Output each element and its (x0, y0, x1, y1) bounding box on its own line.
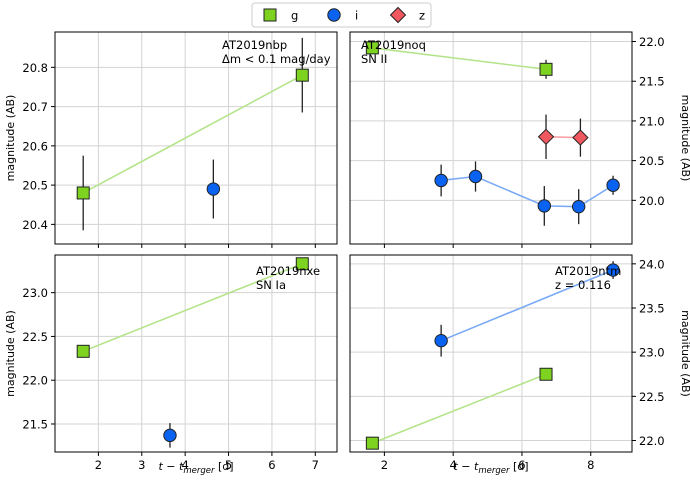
y-axis-label: magnitude (AB) (679, 310, 690, 397)
point-g-1 (539, 367, 553, 381)
y-axis-label: magnitude (AB) (4, 310, 17, 397)
point-z-0 (537, 128, 555, 146)
axes-frame (54, 31, 338, 245)
ytick-label: 21.5 (22, 417, 48, 431)
point-g-1 (295, 257, 309, 271)
legend-marker-z (389, 6, 407, 24)
series-line-i (440, 269, 614, 342)
point-i-2 (537, 199, 552, 213)
series-line-i (441, 175, 614, 208)
point-g-0 (76, 186, 90, 200)
point-g-1 (539, 62, 553, 76)
ytick-label: 23.0 (22, 286, 48, 300)
point-g-0 (76, 344, 90, 358)
point-g-0 (365, 41, 379, 55)
ytick-label: 23.0 (639, 346, 665, 360)
y-axis-label: magnitude (AB) (4, 95, 17, 182)
point-i-0 (163, 428, 177, 443)
series-line-g (82, 74, 303, 194)
ytick-label: 22.0 (22, 374, 48, 388)
y-axis-label: magnitude (AB) (679, 95, 690, 182)
point-i-4 (606, 178, 620, 192)
ytick-label: 20.6 (22, 139, 48, 153)
annotation-line: z = 0.116 (555, 278, 611, 292)
xtick-label: 6 (518, 458, 525, 472)
annotation-line: SN II (361, 52, 387, 66)
xtick-label: 5 (225, 458, 232, 472)
ytick-label: 22.5 (22, 330, 48, 344)
ytick-label: 20.5 (639, 154, 665, 168)
ytick-label: 20.5 (22, 179, 48, 193)
series-line-g (82, 263, 303, 353)
ytick-label: 22.5 (639, 390, 665, 404)
ytick-label: 22.0 (639, 35, 665, 49)
series-line-g (372, 373, 547, 444)
ytick-label: 21.0 (639, 114, 665, 128)
point-i-0 (434, 333, 448, 348)
ytick-label: 20.8 (22, 61, 48, 75)
point-i-0 (434, 173, 448, 188)
ytick-label: 20.7 (22, 100, 48, 114)
panel-bottom-left: 2 3 4 5 6 7 21.5 22.0 22.5 23.0 magnitude (AB) t − … (4, 254, 338, 476)
annotation-line: SN Ia (256, 278, 286, 292)
ytick-label: 20.4 (22, 218, 48, 232)
annotation-line: AT2019nxe (256, 264, 320, 278)
xtick-label: 7 (312, 458, 319, 472)
legend-marker-i (327, 8, 341, 22)
legend-marker-g (263, 8, 277, 22)
xtick-label: 8 (587, 458, 594, 472)
x-axis-label: t − tmerger [d] (453, 460, 528, 476)
legend-label-g: g (291, 9, 298, 23)
annotation-line: AT2019ntm (555, 264, 621, 278)
xtick-label: 4 (181, 458, 188, 472)
annotation-line: Δm < 0.1 mag/day (222, 52, 331, 66)
legend-box (251, 2, 432, 28)
legend-label-z: z (419, 9, 425, 23)
point-g-0 (365, 436, 379, 450)
ytick-label: 23.5 (639, 302, 665, 316)
point-g-1 (295, 68, 309, 82)
xtick-label: 2 (381, 458, 388, 472)
legend-label-i: i (355, 9, 358, 23)
panel-top-right: 20.0 20.5 21.0 21.5 22.0 magnitude (AB) AT2019… (349, 31, 690, 248)
panels: 20.4 20.5 20.6 20.7 20.8 magnitude (AB) AT2019… (4, 31, 690, 476)
axes-frame (349, 31, 633, 245)
point-z-1 (572, 129, 589, 146)
ytick-label: 21.5 (639, 75, 665, 89)
axes-frame (54, 254, 338, 453)
xtick-label: 2 (95, 458, 102, 472)
x-axis-label: t − tmerger [d] (158, 460, 233, 476)
xtick-label: 6 (268, 458, 275, 472)
xtick-label: 4 (450, 458, 457, 472)
axes-frame (349, 254, 633, 453)
ytick-label: 22.0 (639, 434, 665, 448)
annotation-line: AT2019nbp (222, 38, 287, 52)
annotation-line: AT2019noq (361, 38, 426, 52)
point-i-1 (606, 263, 620, 277)
panel-top-left: 20.4 20.5 20.6 20.7 20.8 magnitude (AB) AT2019… (4, 31, 338, 248)
panel-bottom-right: 2 4 6 8 22.0 22.5 23.0 23.5 24.0 magnitude (AB) t … (349, 254, 690, 476)
ytick-label: 24.0 (639, 257, 665, 271)
point-i-0 (206, 182, 221, 196)
point-i-1 (468, 169, 483, 184)
ytick-label: 20.0 (639, 194, 665, 208)
point-i-3 (571, 199, 586, 214)
xtick-label: 3 (138, 458, 145, 472)
series-line-g (372, 47, 547, 71)
